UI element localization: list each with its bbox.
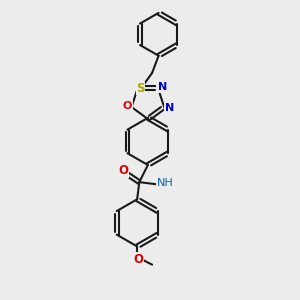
Text: O: O (123, 101, 132, 111)
Text: N: N (165, 103, 174, 113)
Text: NH: NH (157, 178, 173, 188)
Text: S: S (136, 82, 145, 95)
Text: O: O (118, 164, 128, 177)
Text: N: N (158, 82, 167, 92)
Text: O: O (133, 253, 143, 266)
